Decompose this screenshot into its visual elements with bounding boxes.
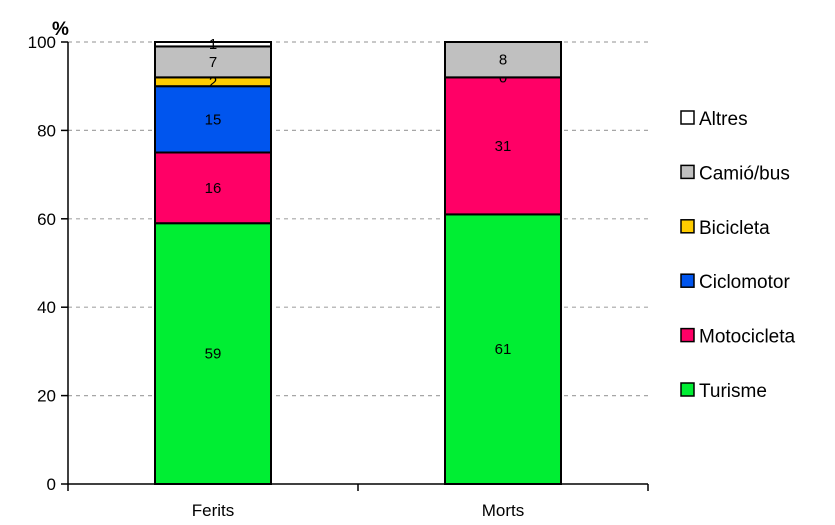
bars: 591615271613108 — [154, 36, 562, 485]
bar-segment — [154, 41, 272, 48]
legend-label: Bicicleta — [699, 218, 770, 239]
bar-segment — [154, 222, 272, 485]
axes: 0 20 40 60 80 100 Ferits Morts — [28, 33, 649, 520]
data-label: 7 — [209, 54, 217, 71]
bar-segment — [444, 41, 562, 79]
legend-label: Motocicleta — [699, 327, 796, 348]
legend-label: Ciclomotor — [699, 272, 790, 293]
y-tick-label: 0 — [47, 475, 56, 494]
legend-label: Camió/bus — [699, 163, 790, 184]
legend-label: Altres — [699, 109, 748, 130]
bar-segment — [154, 45, 272, 79]
y-tick-label: 100 — [28, 33, 56, 52]
data-label: 31 — [495, 138, 512, 155]
data-label: 2 — [209, 74, 217, 91]
y-tick-label: 60 — [37, 210, 56, 229]
legend-swatch — [680, 219, 695, 234]
bar-segment — [444, 76, 562, 216]
legend-swatch — [680, 110, 695, 125]
bar-segment — [154, 151, 272, 225]
data-label: 15 — [205, 111, 222, 128]
legend-swatch — [680, 164, 695, 180]
y-tick-label: 20 — [37, 387, 56, 406]
bar-segment — [154, 85, 272, 154]
data-label: 1 — [209, 36, 217, 53]
legend: Altres Camió/bus Bicicleta Ciclomotor Motoci… — [680, 109, 796, 402]
data-label: 16 — [205, 180, 222, 197]
bar-segment — [444, 213, 562, 485]
x-category-label: Morts — [482, 501, 525, 520]
y-tick-label: 80 — [37, 121, 56, 140]
data-label: 8 — [499, 52, 507, 69]
y-unit-label: % — [52, 19, 69, 40]
legend-swatch — [680, 273, 695, 288]
data-label: 61 — [495, 341, 512, 358]
x-category-label: Ferits — [192, 501, 235, 520]
legend-swatch — [680, 382, 695, 397]
legend-swatch — [680, 327, 695, 343]
y-tick-label: 40 — [37, 298, 56, 317]
data-label: 59 — [205, 346, 222, 363]
legend-label: Turisme — [699, 381, 767, 402]
